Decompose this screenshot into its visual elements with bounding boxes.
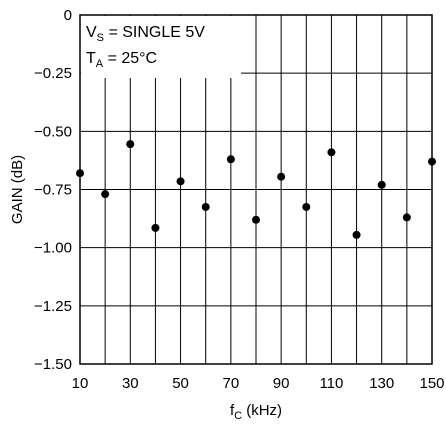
- annotation-temperature: TA = 25°C: [86, 50, 157, 70]
- y-tick-label: −0.75: [34, 182, 72, 199]
- x-tick-labels: 10 30 50 70 90 110 130 150: [72, 375, 445, 392]
- x-tick-label: 30: [122, 375, 139, 392]
- data-point: [101, 190, 110, 199]
- data-point: [76, 169, 84, 178]
- data-point: [327, 148, 336, 157]
- data-points: [76, 140, 436, 239]
- x-tick-label: 110: [319, 375, 343, 392]
- x-tick-label: 90: [273, 375, 290, 392]
- x-tick-label: 10: [72, 375, 89, 392]
- x-tick-label: 50: [172, 375, 189, 392]
- data-point: [302, 202, 311, 211]
- x-axis-label: fC (kHz): [230, 402, 282, 422]
- annotation-background: [81, 16, 241, 78]
- data-point: [126, 140, 135, 149]
- x-tick-label: 70: [223, 375, 240, 392]
- y-tick-label: −0.50: [34, 123, 72, 140]
- data-point: [151, 223, 160, 232]
- y-axis-label: GAIN (dB): [9, 155, 26, 224]
- y-tick-label: −0.25: [34, 65, 72, 82]
- data-point: [252, 215, 260, 224]
- y-tick-label: −1.50: [34, 356, 72, 373]
- y-tick-label: −1.25: [34, 298, 72, 315]
- y-tick-label: −1.00: [34, 240, 72, 257]
- x-tick-label: 150: [419, 375, 444, 392]
- data-point: [402, 213, 411, 222]
- plot-frame: [79, 14, 433, 365]
- data-point: [352, 230, 361, 239]
- data-point: [201, 202, 210, 211]
- data-point: [176, 177, 185, 186]
- x-tick-label: 130: [369, 375, 394, 392]
- y-tick-labels: 0 −0.25 −0.50 −0.75 −1.00 −1.25 −1.50: [34, 7, 72, 373]
- data-point: [428, 157, 436, 166]
- data-point: [377, 180, 386, 189]
- annotation-box: [81, 16, 241, 78]
- annotation-supply: VS = SINGLE 5V: [86, 24, 205, 44]
- data-point: [226, 155, 235, 164]
- y-tick-label: 0: [64, 7, 72, 24]
- data-point: [277, 172, 286, 181]
